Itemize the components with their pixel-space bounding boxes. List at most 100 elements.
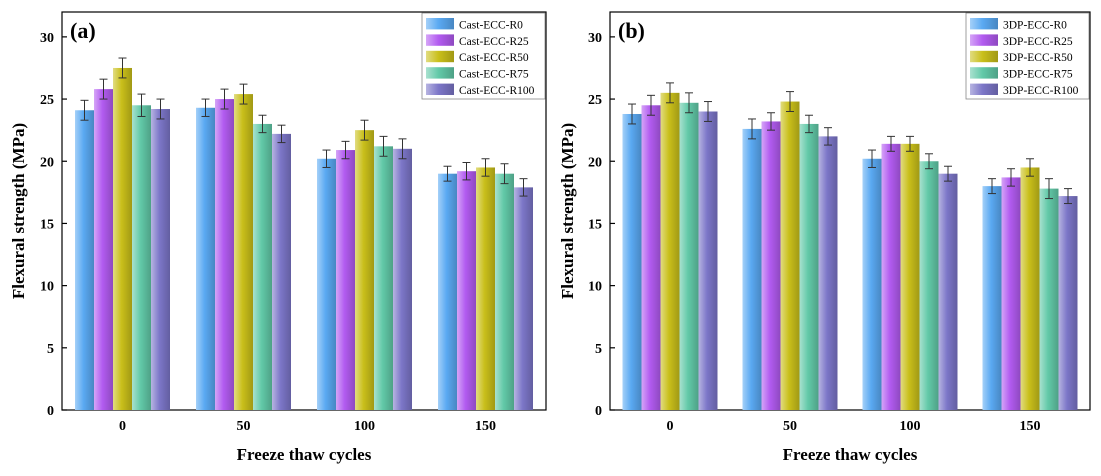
- bar: [660, 92, 680, 410]
- error-bar: [786, 91, 794, 112]
- bar: [1020, 167, 1040, 410]
- legend-swatch: [426, 83, 454, 95]
- error-bar: [398, 138, 407, 160]
- error-bar: [220, 88, 229, 110]
- error-bar: [99, 78, 108, 100]
- error-bar: [925, 153, 933, 170]
- error-bar: [519, 178, 528, 197]
- bar: [679, 102, 699, 410]
- bar: [881, 143, 901, 410]
- legend-swatch: [970, 18, 998, 30]
- x-tick-label: 50: [237, 419, 251, 434]
- x-tick-label: 0: [667, 419, 674, 434]
- error-bar: [277, 124, 286, 144]
- chart-panel-b: 0 5 10 15 20 25 30 0 50 100 150 (b) Freeze thaw cycl…: [558, 11, 1091, 464]
- bar: [622, 113, 642, 411]
- bar: [742, 128, 762, 410]
- bar: [641, 105, 661, 410]
- error-bar: [944, 165, 952, 182]
- error-bar: [805, 114, 813, 134]
- error-bar: [887, 135, 895, 152]
- bar: [355, 130, 374, 410]
- error-bar: [824, 127, 832, 146]
- bar: [317, 158, 336, 410]
- bar: [75, 110, 94, 410]
- legend-swatch: [970, 83, 998, 95]
- legend-label: Cast-ECC-R100: [459, 85, 535, 97]
- bar: [799, 123, 819, 410]
- error-bar: [1045, 178, 1053, 200]
- legend-swatch: [426, 18, 454, 30]
- y-tick-label: 10: [40, 280, 54, 295]
- bar: [234, 94, 253, 411]
- error-bar: [258, 114, 267, 134]
- bar: [94, 89, 113, 411]
- bar: [151, 109, 170, 410]
- legend-label: 3DP-ECC-R75: [1003, 69, 1073, 81]
- plot-frame: [609, 11, 1091, 411]
- bar: [938, 173, 958, 410]
- legend: 3DP-ECC-R0 3DP-ECC-R25 3DP-ECC-R50 3DP-ECC-…: [965, 12, 1090, 100]
- y-tick-label: 20: [40, 155, 54, 170]
- bar: [253, 123, 272, 410]
- bar: [336, 150, 355, 410]
- bar: [215, 99, 234, 410]
- y-tick-label: 5: [47, 342, 54, 357]
- bar: [514, 187, 533, 410]
- y-tick-label: 15: [588, 217, 602, 232]
- legend-label: Cast-ECC-R50: [459, 52, 529, 64]
- legend-swatch: [970, 67, 998, 79]
- legend-swatch: [970, 34, 998, 46]
- bar: [495, 173, 514, 410]
- legend-swatch: [426, 50, 454, 63]
- error-bar: [239, 83, 248, 105]
- x-tick-label: 100: [354, 419, 375, 434]
- legend-swatch: [426, 34, 454, 46]
- chart-panel-a: 0 5 10 15 20 25 30 0 50 100 150 (a) Freeze thaw cycl…: [9, 11, 547, 464]
- panel-label: (b): [618, 18, 645, 43]
- legend-label: 3DP-ECC-R100: [1003, 85, 1079, 97]
- bar: [982, 186, 1002, 410]
- y-tick-label: 0: [47, 404, 54, 419]
- y-tick-label: 10: [588, 280, 602, 295]
- x-tick-label: 150: [475, 419, 496, 434]
- bar: [761, 121, 781, 410]
- bar: [113, 67, 132, 410]
- error-bar: [1064, 188, 1072, 205]
- error-bar: [868, 149, 876, 168]
- y-tick-label: 20: [588, 155, 602, 170]
- error-bar: [704, 101, 712, 122]
- bar: [132, 105, 151, 410]
- error-bar: [628, 103, 636, 125]
- error-bar: [118, 57, 127, 79]
- error-bar: [500, 163, 509, 185]
- error-bar: [360, 119, 369, 141]
- y-tick-label: 0: [595, 404, 602, 419]
- legend-label: 3DP-ECC-R25: [1003, 36, 1073, 48]
- error-bar: [341, 140, 350, 160]
- error-bar: [462, 161, 471, 181]
- y-axis-title: Flexural strength (MPa): [558, 123, 577, 299]
- x-tick-label: 150: [1020, 419, 1041, 434]
- error-bar: [685, 92, 693, 114]
- bar: [374, 146, 393, 410]
- x-axis-title: Freeze thaw cycles: [783, 445, 918, 464]
- x-axis-title: Freeze thaw cycles: [237, 445, 372, 464]
- bar: [457, 171, 476, 410]
- plot-frame: [61, 11, 547, 411]
- error-bar: [1026, 158, 1034, 177]
- error-bar: [748, 118, 756, 140]
- error-bar: [201, 98, 210, 117]
- y-tick-label: 25: [588, 93, 602, 108]
- error-bar: [156, 98, 165, 120]
- bar: [393, 148, 412, 410]
- error-bar: [988, 178, 996, 195]
- legend-label: Cast-ECC-R0: [459, 19, 523, 31]
- error-bar: [481, 158, 490, 177]
- bar: [476, 167, 495, 410]
- error-bar: [322, 149, 331, 168]
- y-axis-title: Flexural strength (MPa): [9, 123, 28, 299]
- error-bar: [80, 99, 89, 121]
- y-tick-label: 30: [40, 31, 54, 46]
